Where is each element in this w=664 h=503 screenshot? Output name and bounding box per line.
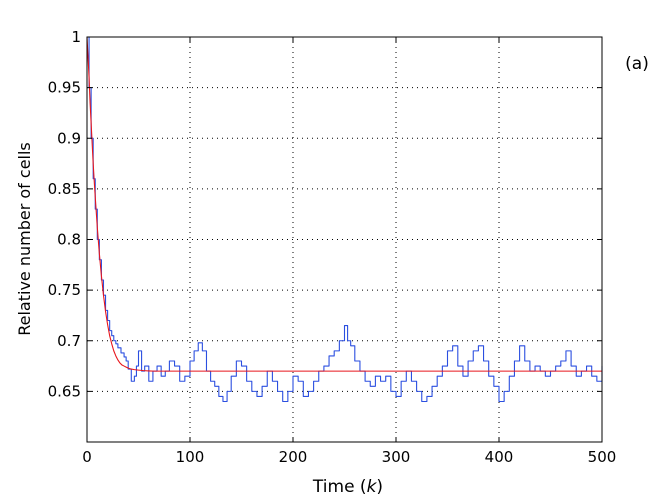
y-tick-label: 0.95	[48, 79, 81, 97]
x-axis-label: Time (k)	[312, 477, 383, 497]
y-tick-label: 0.9	[57, 129, 81, 147]
x-tick-label: 200	[279, 448, 308, 466]
grid-layer	[87, 37, 602, 442]
panel-label: (a)	[625, 54, 649, 74]
x-axis-label-suffix: )	[376, 477, 383, 497]
tick-layer	[86, 36, 603, 442]
y-tick-label: 0.7	[57, 332, 81, 350]
x-axis-label-text: Time (	[312, 477, 367, 497]
label-layer: 0 100 200 300 400 500 0.65 0.7 0.75 0.8 0.85 0.9 0.9…	[48, 28, 617, 466]
x-axis-label-var: k	[367, 477, 378, 497]
series-simulation-line	[87, 36, 603, 403]
plot-frame	[86, 36, 603, 443]
y-tick-label: 0.85	[48, 180, 81, 198]
x-tick-label: 400	[485, 448, 514, 466]
series-layer	[86, 36, 603, 403]
y-tick-label: 1	[71, 28, 81, 46]
series-model-line	[86, 36, 602, 372]
x-tick-label: 300	[382, 448, 411, 466]
x-tick-label: 100	[176, 448, 205, 466]
y-axis-label: Relative number of cells	[15, 142, 34, 336]
x-tick-label: 0	[82, 448, 92, 466]
y-tick-label: 0.8	[57, 231, 81, 249]
y-tick-label: 0.65	[48, 382, 81, 400]
y-tick-label: 0.75	[48, 281, 81, 299]
x-tick-label: 500	[588, 448, 617, 466]
